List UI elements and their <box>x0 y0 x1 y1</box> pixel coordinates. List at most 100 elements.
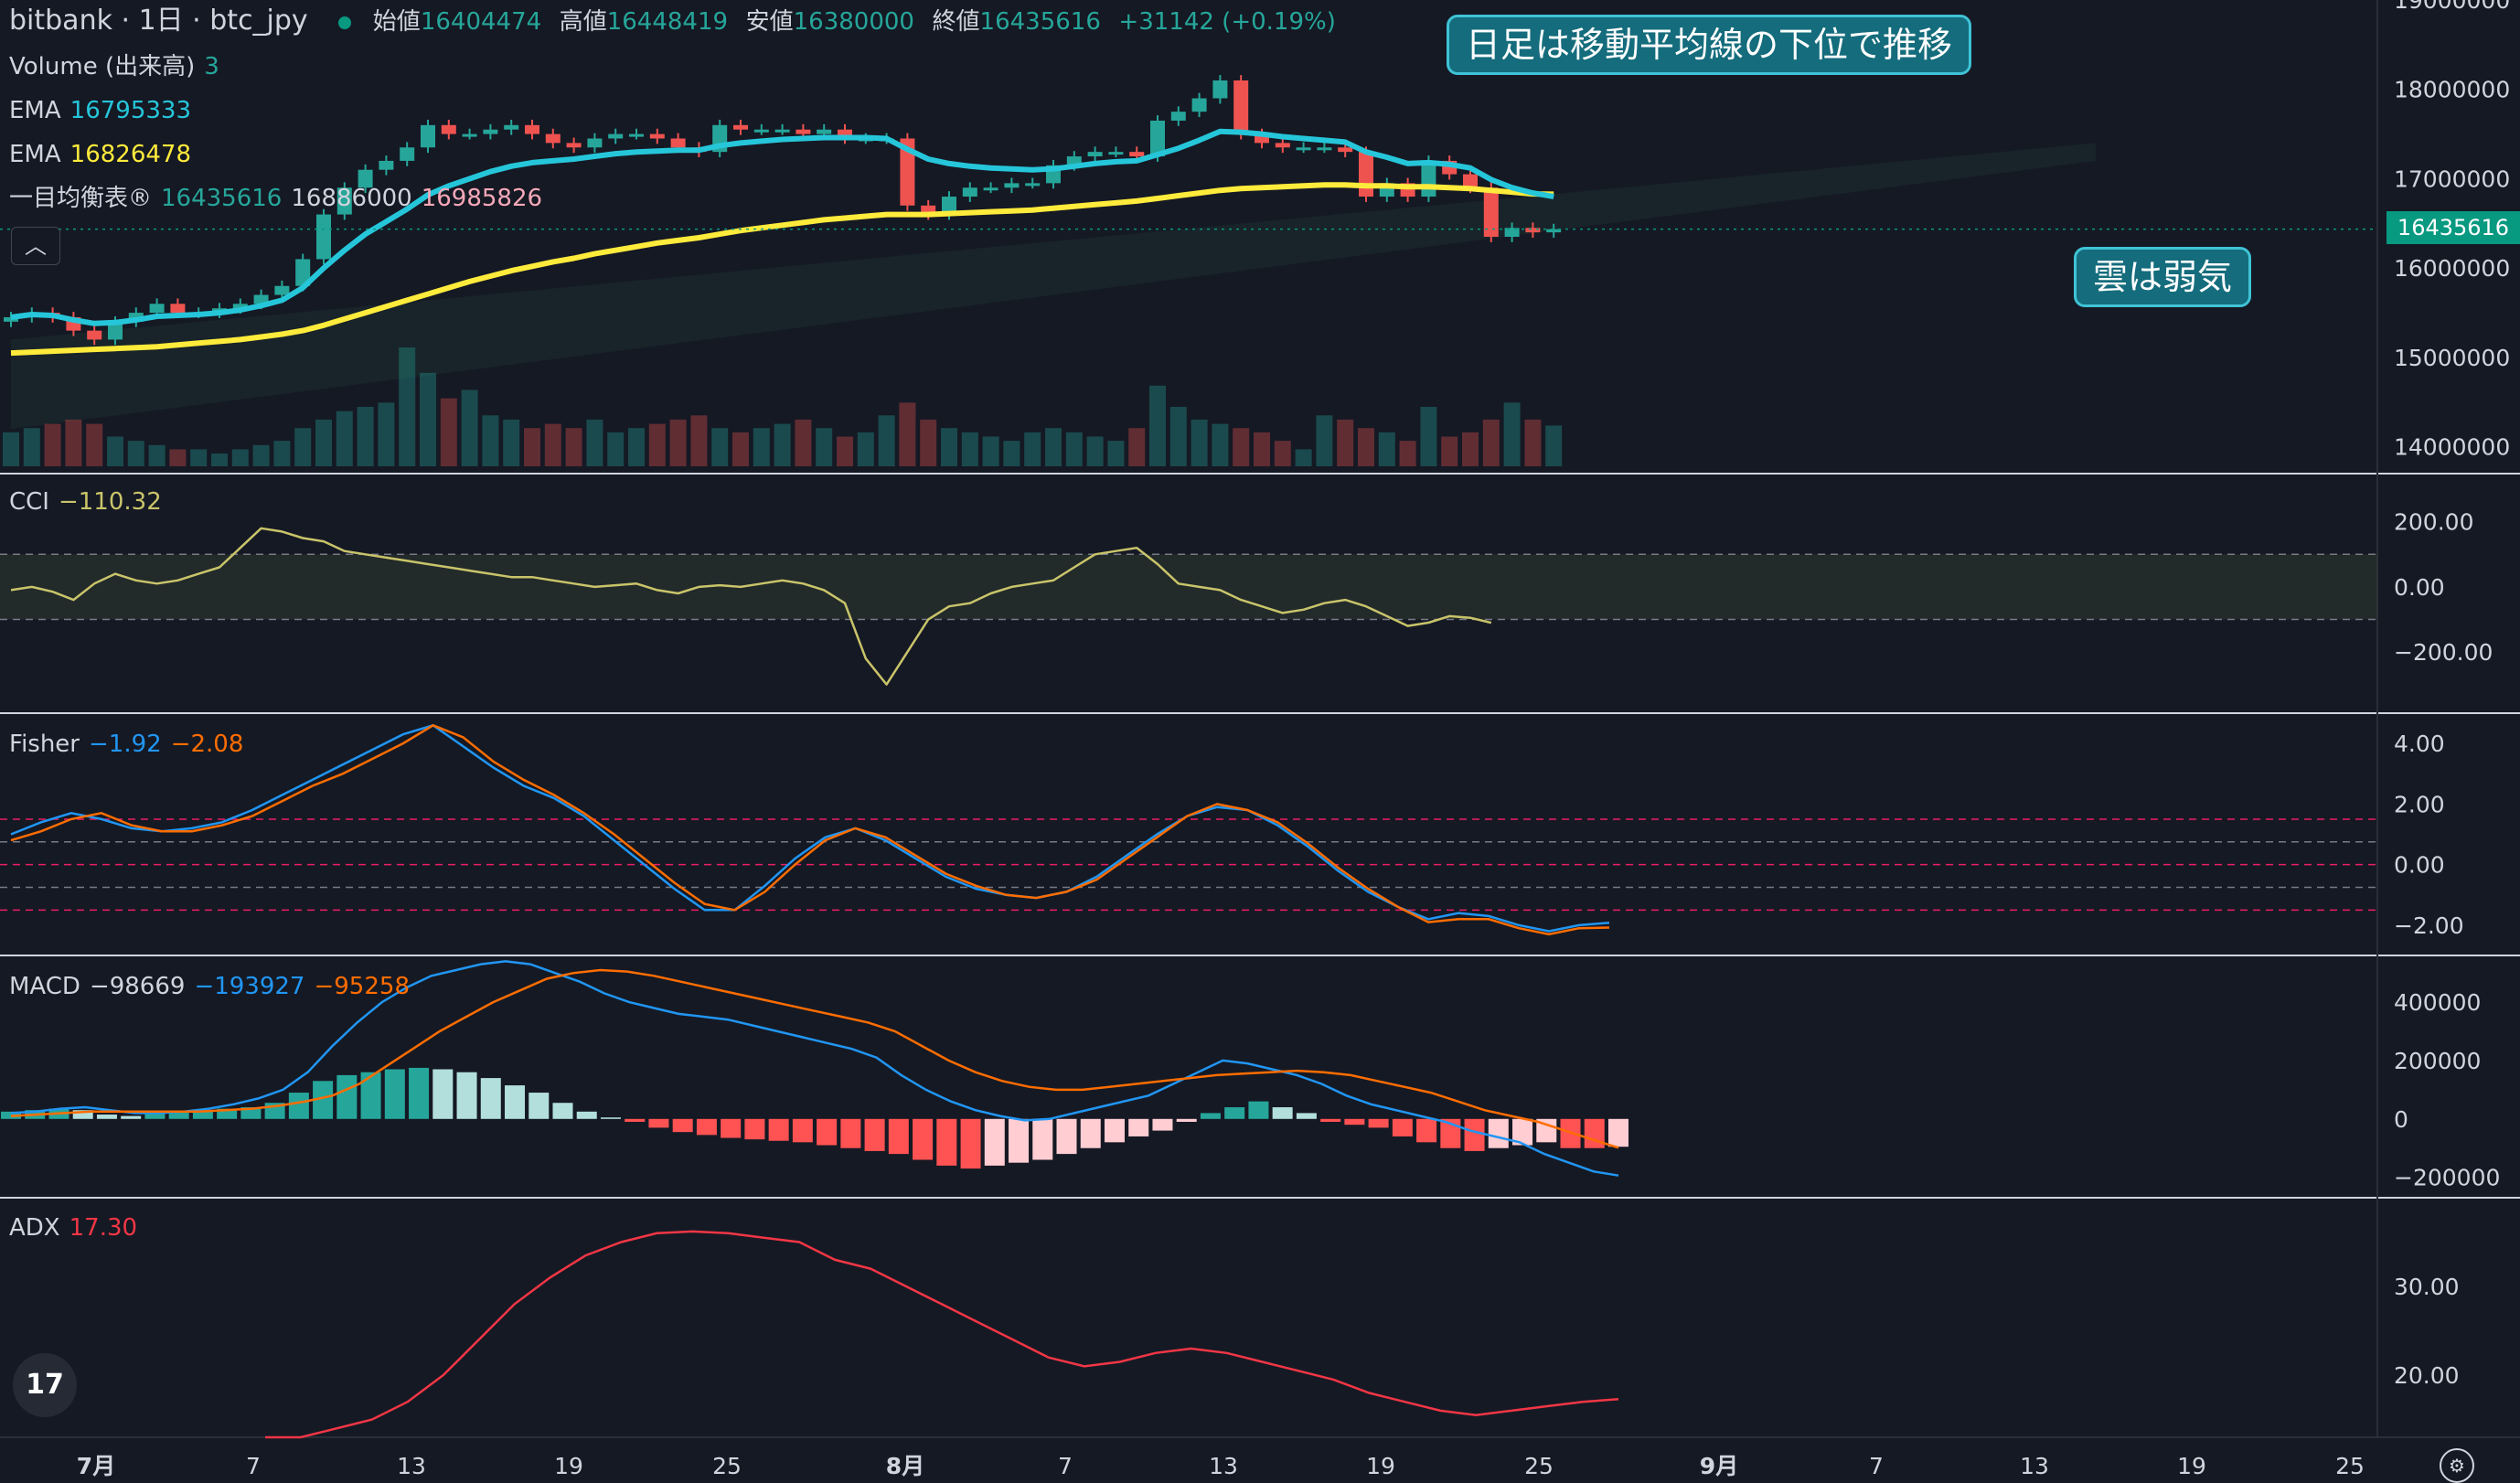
volume-legend[interactable]: Volume (出来高) 3 <box>9 51 229 82</box>
callout-right[interactable]: 雲は弱気 <box>2074 247 2252 307</box>
volume-bar <box>1254 432 1270 466</box>
cci-legend[interactable]: CCI −110.32 <box>9 486 171 517</box>
adx-value: 17.30 <box>69 1214 138 1242</box>
adx-label: ADX <box>9 1214 60 1242</box>
candle <box>274 285 290 295</box>
macd-histogram-bar <box>1368 1118 1389 1128</box>
volume-bar <box>899 402 916 466</box>
macd-histogram-bar <box>888 1118 909 1155</box>
macd-histogram-bar <box>648 1118 669 1128</box>
macd-histogram-bar <box>529 1093 550 1119</box>
candle <box>1025 183 1041 187</box>
macd-histogram-bar <box>913 1118 934 1160</box>
macd-tick-label: 200000 <box>2394 1048 2481 1074</box>
ichimoku-v1: 16435616 <box>161 185 283 212</box>
volume-bar <box>1378 432 1395 466</box>
volume-bar <box>565 428 582 466</box>
fisher-tick-label: 0.00 <box>2394 852 2445 879</box>
candle <box>1525 228 1541 233</box>
volume-bar <box>795 419 812 466</box>
macd-histogram-bar <box>1104 1118 1125 1143</box>
candle <box>649 133 665 139</box>
market-status-dot <box>338 16 352 29</box>
candle <box>170 304 186 314</box>
candle <box>1129 152 1145 157</box>
fisher-legend[interactable]: Fisher −1.92 −2.08 <box>9 729 252 760</box>
candle <box>921 205 936 215</box>
macd-histogram-bar <box>1296 1113 1317 1119</box>
ichimoku-legend[interactable]: 一目均衡表® 16435616 16886000 16985826 <box>9 183 551 214</box>
cci-label: CCI <box>9 488 49 516</box>
volume-bar <box>878 415 895 466</box>
candle <box>838 129 852 139</box>
macd-histogram-bar <box>409 1067 430 1119</box>
volume-bar <box>169 449 187 466</box>
fisher-v1: −1.92 <box>89 731 162 758</box>
open-value: 16404474 <box>420 8 542 36</box>
volume-bar <box>336 411 353 466</box>
price-tick-label: 17000000 <box>2394 165 2510 192</box>
macd-histogram-bar <box>1344 1118 1365 1126</box>
macd-histogram-bar <box>817 1118 838 1146</box>
candle <box>1483 187 1499 237</box>
ichimoku-label: 一目均衡表® <box>9 185 153 212</box>
cci-line <box>10 527 1492 686</box>
macd-histogram-bar <box>121 1115 142 1119</box>
price-tick-label: 16000000 <box>2394 255 2510 282</box>
macd-histogram-bar <box>864 1118 885 1151</box>
callout-top[interactable]: 日足は移動平均線の下位で推移 <box>1447 15 1972 75</box>
macd-histogram-bar <box>1608 1118 1628 1147</box>
candle <box>316 214 331 260</box>
adx-tick-label: 20.00 <box>2394 1362 2460 1389</box>
candle <box>1233 80 1249 134</box>
candle <box>1004 183 1020 188</box>
fisher-tick-label: −2.00 <box>2394 912 2464 939</box>
macd-histogram-bar <box>432 1069 454 1119</box>
macd-histogram-bar <box>96 1115 117 1119</box>
volume-bar <box>1358 428 1374 466</box>
volume-bar <box>44 423 61 466</box>
macd-label: MACD <box>9 973 80 1000</box>
candle <box>587 138 603 148</box>
macd-legend[interactable]: MACD −98669 −193927 −95258 <box>9 971 419 1002</box>
candle <box>1066 156 1082 165</box>
volume-bar <box>732 432 749 466</box>
adx-legend[interactable]: ADX 17.30 <box>9 1212 146 1243</box>
tradingview-logo[interactable]: 17 <box>13 1353 77 1417</box>
time-tick-label: 19 <box>2177 1453 2206 1479</box>
volume-bar <box>920 419 937 466</box>
symbol-title[interactable]: bitbank · 1日 · btc_jpy <box>9 5 308 37</box>
volume-bar <box>148 444 166 466</box>
candle <box>629 133 644 137</box>
time-tick-label: 25 <box>1524 1453 1554 1479</box>
candle <box>1296 147 1311 151</box>
chevron-up-icon: ︿ <box>25 233 47 259</box>
volume-bar <box>982 436 999 466</box>
time-tick-label: 13 <box>397 1453 426 1479</box>
macd-line <box>10 960 1619 1177</box>
volume-bar <box>315 419 332 466</box>
volume-bar <box>669 419 687 466</box>
macd-histogram-bar <box>1248 1101 1269 1119</box>
last-price-tag: 16435616 <box>2387 211 2520 244</box>
ema1-legend[interactable]: EMA 16795333 <box>9 95 200 126</box>
volume-bar <box>1107 441 1125 466</box>
volume-bar <box>357 407 374 466</box>
macd-histogram-bar <box>840 1118 861 1148</box>
collapse-legend-button[interactable]: ︿ <box>11 227 60 265</box>
candle <box>1463 174 1478 188</box>
volume-bar <box>252 444 270 466</box>
volume-bar <box>961 432 978 466</box>
gear-icon[interactable]: ⚙ <box>2440 1448 2474 1483</box>
volume-label: Volume (出来高) <box>9 53 196 80</box>
candle <box>670 138 686 148</box>
macd-histogram-bar <box>1416 1118 1437 1143</box>
macd-histogram-bar <box>768 1118 789 1141</box>
macd-v2: −193927 <box>194 973 305 1000</box>
volume-bar <box>1337 419 1354 466</box>
macd-histogram-bar <box>505 1085 526 1119</box>
ema2-legend[interactable]: EMA 16826478 <box>9 139 200 170</box>
time-tick-label: 25 <box>712 1453 742 1479</box>
volume-bar <box>753 428 770 466</box>
